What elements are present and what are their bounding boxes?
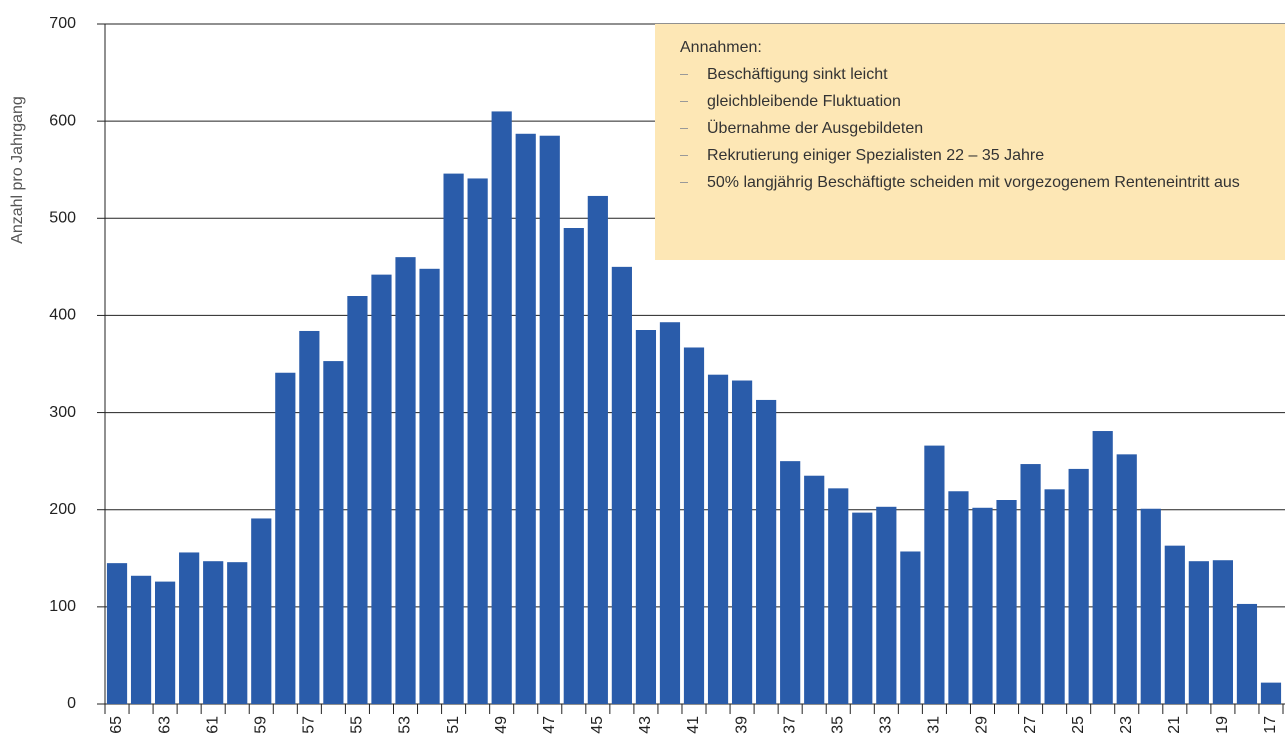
bar xyxy=(515,133,536,704)
y-tick-label: 400 xyxy=(49,307,76,324)
bar xyxy=(1092,431,1113,704)
annotation-box: Annahmen: Beschäftigung sinkt leicht glei… xyxy=(655,24,1285,260)
x-tick-label: 51 xyxy=(445,716,462,734)
y-tick-label: 500 xyxy=(49,210,76,227)
x-tick-label: 25 xyxy=(1070,716,1087,734)
x-tick-label: 37 xyxy=(781,716,798,734)
bar xyxy=(1140,508,1161,704)
bar xyxy=(106,563,128,704)
bar xyxy=(1164,545,1185,704)
bar xyxy=(539,135,560,704)
bar xyxy=(1044,489,1065,704)
bar xyxy=(756,399,777,704)
x-tick-label: 31 xyxy=(926,716,943,734)
y-tick-label: 600 xyxy=(49,112,76,129)
bar xyxy=(227,562,248,704)
bar xyxy=(323,361,344,704)
y-tick-label: 700 xyxy=(49,15,76,32)
bar xyxy=(251,518,272,704)
x-tick-label: 59 xyxy=(252,716,269,734)
x-tick-label: 17 xyxy=(1262,716,1279,734)
x-tick-label: 43 xyxy=(637,716,654,734)
x-tick-label: 55 xyxy=(349,716,366,734)
bar xyxy=(179,552,200,704)
bar xyxy=(659,322,681,704)
bar xyxy=(563,228,584,704)
x-tick-label: 47 xyxy=(541,716,558,734)
annotation-item: gleichbleibende Fluktuation xyxy=(680,88,1252,115)
bar xyxy=(876,506,897,704)
y-axis-title: Anzahl pro Jahrgang xyxy=(9,96,26,244)
bar xyxy=(972,507,993,704)
x-tick-label: 65 xyxy=(108,716,125,734)
x-tick-label: 49 xyxy=(493,716,510,734)
y-tick-label: 200 xyxy=(49,501,76,518)
x-tick-label: 21 xyxy=(1166,716,1183,734)
bar xyxy=(155,581,176,704)
bar xyxy=(1068,468,1089,704)
bar xyxy=(1212,560,1233,704)
annotation-item: Beschäftigung sinkt leicht xyxy=(680,61,1252,88)
x-tick-label: 33 xyxy=(878,716,895,734)
x-tick-label: 63 xyxy=(156,716,173,734)
annotation-title: Annahmen: xyxy=(680,39,762,56)
bar xyxy=(467,178,488,704)
x-tick-label: 41 xyxy=(685,716,702,734)
x-tick-label: 61 xyxy=(204,716,221,734)
bar xyxy=(587,195,608,704)
bar xyxy=(419,268,440,704)
bar xyxy=(371,274,392,704)
y-tick-label: 300 xyxy=(49,404,76,421)
bar xyxy=(1236,603,1258,704)
bar xyxy=(852,512,873,704)
bar xyxy=(828,488,849,704)
x-tick-label: 23 xyxy=(1118,716,1135,734)
bar xyxy=(683,347,705,704)
bar xyxy=(1188,561,1209,704)
x-tick-label: 29 xyxy=(974,716,991,734)
bar xyxy=(780,461,801,704)
bar xyxy=(900,551,921,704)
annotation-item: 50% langjährig Beschäftigte scheiden mit… xyxy=(680,169,1252,196)
bar xyxy=(491,111,512,704)
bar xyxy=(996,500,1017,704)
bar xyxy=(203,561,224,704)
bar xyxy=(707,374,729,704)
annotation-item: Übernahme der Ausgebildeten xyxy=(680,115,1252,142)
bar xyxy=(1020,464,1041,704)
bar xyxy=(130,575,152,704)
bar xyxy=(1116,454,1137,704)
x-tick-label: 39 xyxy=(733,716,750,734)
bar xyxy=(611,266,632,704)
y-tick-label: 0 xyxy=(67,695,76,712)
annotation-item: Rekrutierung einiger Spezialisten 22 – 3… xyxy=(680,142,1252,169)
bar xyxy=(635,330,657,704)
bar xyxy=(924,445,945,704)
x-tick-label: 45 xyxy=(589,716,606,734)
bar xyxy=(443,173,464,705)
bar xyxy=(948,491,969,704)
bar xyxy=(275,372,296,704)
x-tick-label: 19 xyxy=(1214,716,1231,734)
annotation-list: Beschäftigung sinkt leicht gleichbleibend… xyxy=(680,61,1265,196)
x-tick-label: 27 xyxy=(1022,716,1039,734)
bar xyxy=(1260,682,1282,704)
bar xyxy=(347,296,368,704)
y-tick-label: 100 xyxy=(49,598,76,615)
bar xyxy=(395,257,416,704)
bar xyxy=(804,475,825,704)
bar xyxy=(731,380,753,704)
x-tick-label: 57 xyxy=(301,716,318,734)
x-tick-label: 35 xyxy=(829,716,846,734)
x-tick-label: 53 xyxy=(397,716,414,734)
bar xyxy=(299,330,320,704)
